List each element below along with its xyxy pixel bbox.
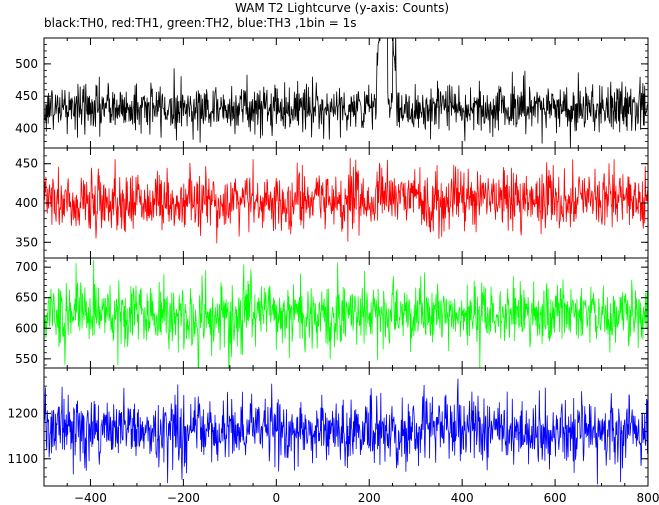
y-tick-label: 1100 xyxy=(7,452,38,466)
panels: 400 450 500 350 400 450 550 600 650 700 1100 1200 xyxy=(7,37,649,487)
x-tick-label: 0 xyxy=(272,491,280,505)
y-tick-label: 700 xyxy=(15,260,38,274)
x-tick-label: 800 xyxy=(637,491,659,505)
y-tick-label: 450 xyxy=(15,89,38,103)
y-tick-label: 1200 xyxy=(7,406,38,420)
panel-th2: 550 600 650 700 xyxy=(15,257,649,369)
x-tick-label: 200 xyxy=(358,491,381,505)
y-tick-label: 450 xyxy=(15,157,38,171)
y-tick-label: 350 xyxy=(15,235,38,249)
y-tick-label: 600 xyxy=(15,321,38,335)
y-tick-label: 400 xyxy=(15,196,38,210)
series-th2 xyxy=(44,260,648,368)
y-tick-label: 650 xyxy=(15,291,38,305)
chart-subtitle: black:TH0, red:TH1, green:TH2, blue:TH3 … xyxy=(44,16,357,30)
x-tick-labels: −400 −200 0 200 400 600 800 xyxy=(74,491,659,505)
series-th1 xyxy=(44,157,648,244)
x-tick-label: 600 xyxy=(544,491,567,505)
y-tick-label: 550 xyxy=(15,352,38,366)
series-th0 xyxy=(44,38,648,148)
chart-title: WAM T2 Lightcurve (y-axis: Counts) xyxy=(235,1,449,15)
panel-th1: 350 400 450 xyxy=(15,147,649,259)
x-tick-label: 400 xyxy=(451,491,474,505)
y-tick-label: 400 xyxy=(15,122,38,136)
x-tick-label: −400 xyxy=(74,491,107,505)
x-tick-label: −200 xyxy=(167,491,200,505)
series-th3 xyxy=(44,378,648,485)
y-tick-label: 500 xyxy=(15,57,38,71)
panel-th3: 1100 1200 xyxy=(7,367,649,487)
